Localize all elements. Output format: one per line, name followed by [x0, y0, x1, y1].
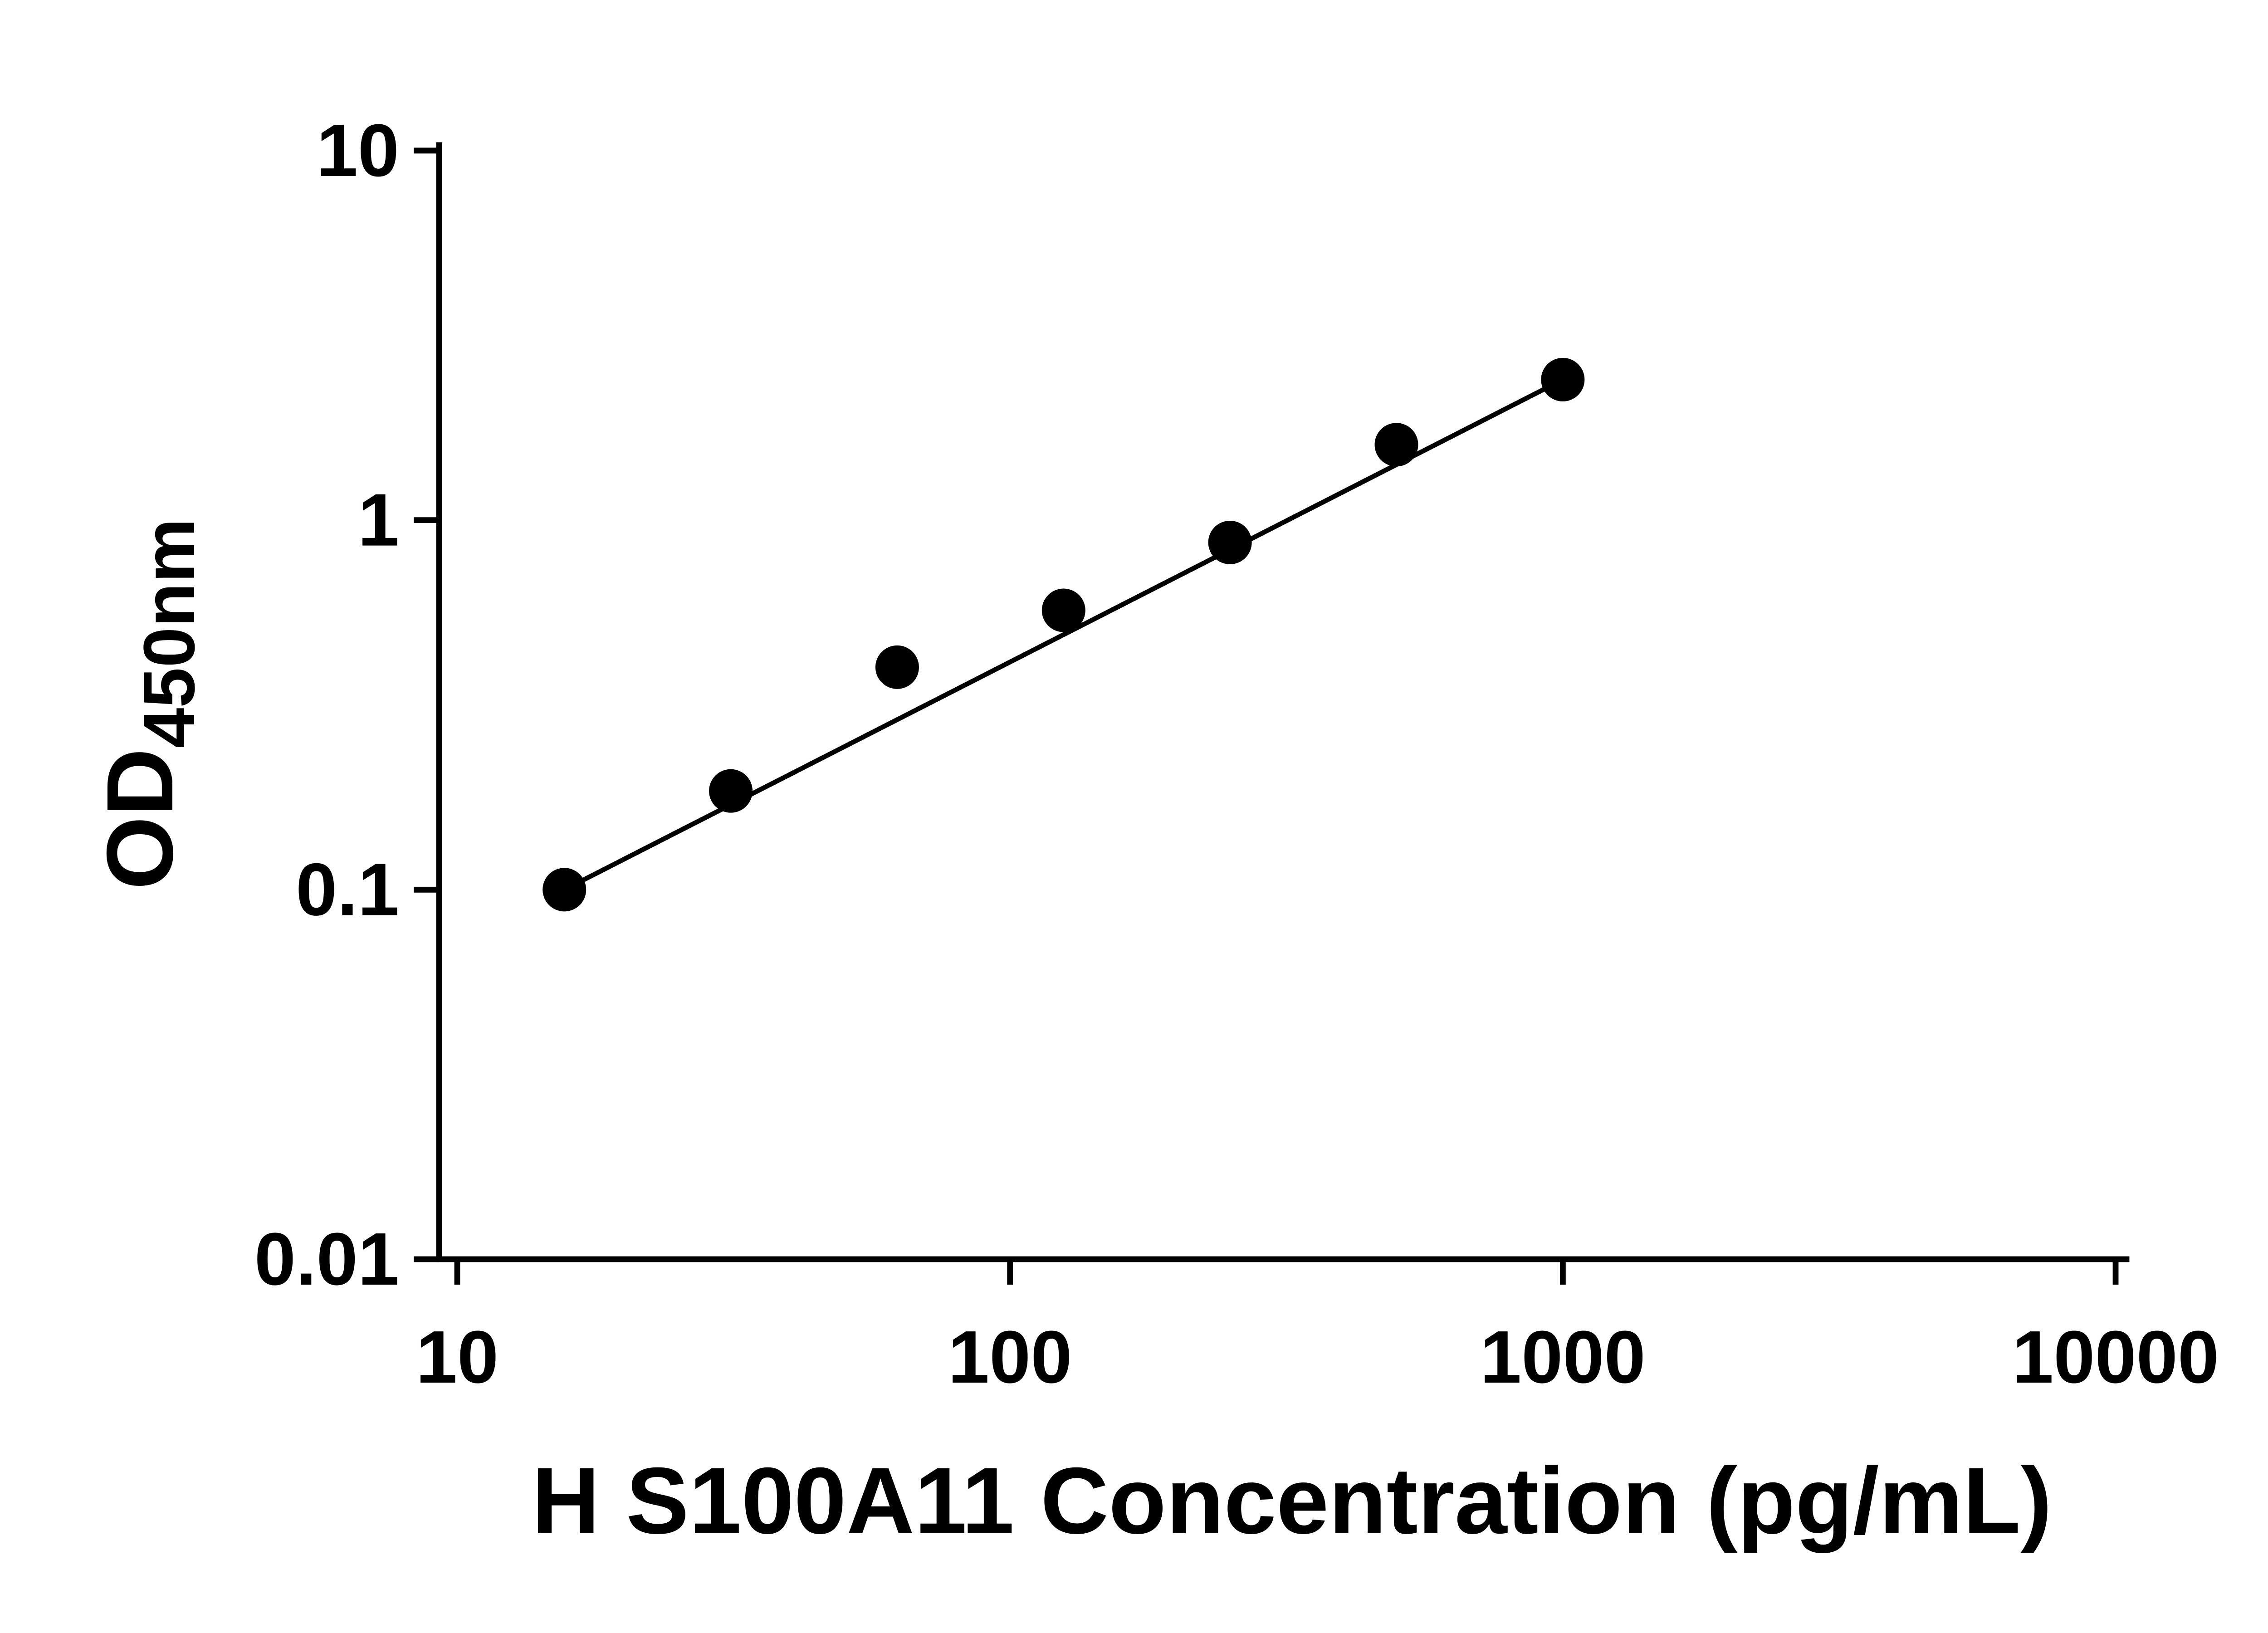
plot-axes — [436, 142, 2130, 1262]
data-point — [1374, 423, 1418, 467]
y-axis-title: OD450nm — [88, 518, 210, 890]
data-point — [709, 769, 753, 813]
axis-ticks — [414, 147, 2119, 1285]
axis-spine — [436, 142, 2130, 1262]
y-tick-label: 1 — [358, 479, 399, 562]
y-tick-label: 0.1 — [296, 848, 399, 931]
x-tick-label: 100 — [948, 1315, 1072, 1398]
data-point — [875, 645, 919, 689]
x-tick-label: 1000 — [1480, 1315, 1646, 1398]
axis-tick-labels: 0.01 0.1 1 10 10 100 1000 10000 — [254, 109, 2219, 1398]
data-point — [543, 868, 587, 912]
data-point — [1041, 588, 1085, 632]
x-axis-title: H S100A11 Concentration (pg/mL) — [532, 1448, 2052, 1554]
x-tick-label: 10000 — [2012, 1315, 2219, 1398]
y-axis-title-main: OD — [88, 748, 193, 890]
data-points-group — [543, 357, 1585, 912]
data-point — [1208, 520, 1252, 564]
x-tick-label: 10 — [416, 1315, 499, 1398]
y-tick-label: 0.01 — [254, 1217, 399, 1301]
y-axis-title-subscript: 450nm — [128, 518, 210, 748]
y-tick-label: 10 — [317, 109, 399, 192]
data-point — [1541, 357, 1585, 401]
